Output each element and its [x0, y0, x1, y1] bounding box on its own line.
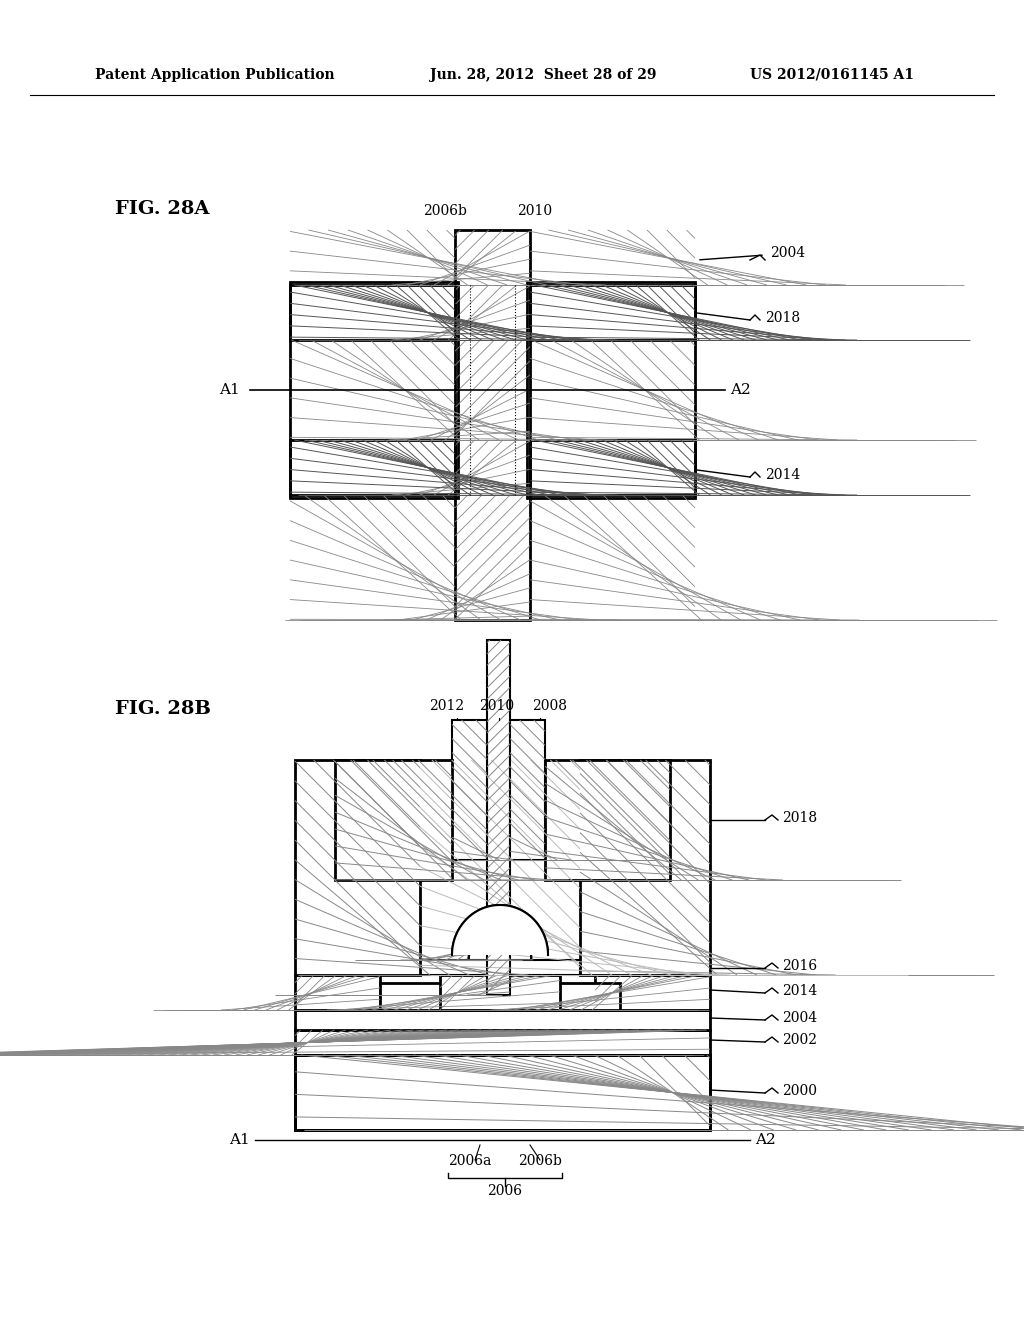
Bar: [487, 640, 510, 995]
Bar: [290, 282, 458, 498]
Text: Jun. 28, 2012  Sheet 28 of 29: Jun. 28, 2012 Sheet 28 of 29: [430, 69, 656, 82]
Text: 2010: 2010: [479, 700, 515, 713]
Bar: [420, 960, 580, 975]
Bar: [440, 975, 560, 1010]
Bar: [452, 719, 487, 861]
Text: A1: A1: [229, 1133, 250, 1147]
Bar: [580, 760, 710, 975]
Bar: [295, 1030, 710, 1055]
Text: 2006: 2006: [487, 1184, 522, 1199]
Bar: [380, 983, 465, 1010]
Bar: [530, 440, 695, 495]
Bar: [335, 760, 452, 880]
Bar: [530, 440, 695, 495]
Bar: [290, 440, 455, 495]
Bar: [290, 285, 455, 341]
Bar: [535, 983, 620, 1010]
Bar: [530, 341, 695, 440]
Bar: [295, 1055, 710, 1130]
Bar: [530, 230, 695, 285]
Text: 2018: 2018: [782, 810, 817, 825]
Text: A2: A2: [755, 1133, 776, 1147]
Text: 2004: 2004: [782, 1011, 817, 1026]
Text: 2004: 2004: [770, 246, 805, 260]
Bar: [440, 975, 560, 1010]
Text: FIG. 28A: FIG. 28A: [115, 201, 210, 218]
Bar: [290, 495, 455, 620]
Bar: [295, 975, 380, 1010]
Text: 2006b: 2006b: [518, 1154, 562, 1168]
Bar: [290, 285, 455, 341]
Bar: [455, 285, 530, 341]
Bar: [295, 760, 420, 975]
Bar: [580, 760, 710, 975]
Text: 2002: 2002: [782, 1034, 817, 1047]
Bar: [295, 1055, 710, 1130]
Bar: [530, 285, 695, 341]
Bar: [295, 1010, 710, 1030]
Text: US 2012/0161145 A1: US 2012/0161145 A1: [750, 69, 914, 82]
Bar: [295, 975, 380, 1010]
Bar: [545, 760, 670, 880]
Bar: [530, 285, 695, 341]
Bar: [455, 495, 530, 620]
Bar: [455, 230, 530, 285]
Text: 2014: 2014: [782, 983, 817, 998]
Bar: [290, 230, 455, 285]
Bar: [290, 440, 455, 495]
Bar: [295, 760, 420, 975]
Text: 2016: 2016: [782, 960, 817, 973]
Text: A1: A1: [219, 383, 240, 397]
Bar: [295, 1030, 710, 1055]
Text: 2006b: 2006b: [423, 205, 467, 218]
Bar: [487, 640, 510, 995]
Bar: [595, 975, 710, 1010]
Bar: [335, 760, 452, 880]
Bar: [527, 282, 695, 498]
Text: 2000: 2000: [782, 1084, 817, 1098]
Text: A2: A2: [730, 383, 751, 397]
Text: 2012: 2012: [429, 700, 465, 713]
Bar: [455, 230, 530, 620]
Text: 2010: 2010: [517, 205, 553, 218]
Bar: [510, 719, 545, 861]
Bar: [545, 760, 670, 880]
Bar: [455, 440, 530, 495]
Text: Patent Application Publication: Patent Application Publication: [95, 69, 335, 82]
Bar: [467, 921, 534, 960]
Text: 2018: 2018: [765, 312, 800, 325]
Bar: [510, 719, 545, 861]
Text: 2006a: 2006a: [449, 1154, 492, 1168]
Bar: [595, 975, 710, 1010]
Text: 2014: 2014: [765, 469, 800, 482]
Text: FIG. 28B: FIG. 28B: [115, 700, 211, 718]
Bar: [295, 1055, 710, 1130]
Bar: [530, 495, 695, 620]
Bar: [420, 760, 580, 975]
Bar: [452, 719, 487, 861]
Text: 2008: 2008: [532, 700, 567, 713]
Bar: [290, 341, 455, 440]
Bar: [455, 341, 530, 440]
